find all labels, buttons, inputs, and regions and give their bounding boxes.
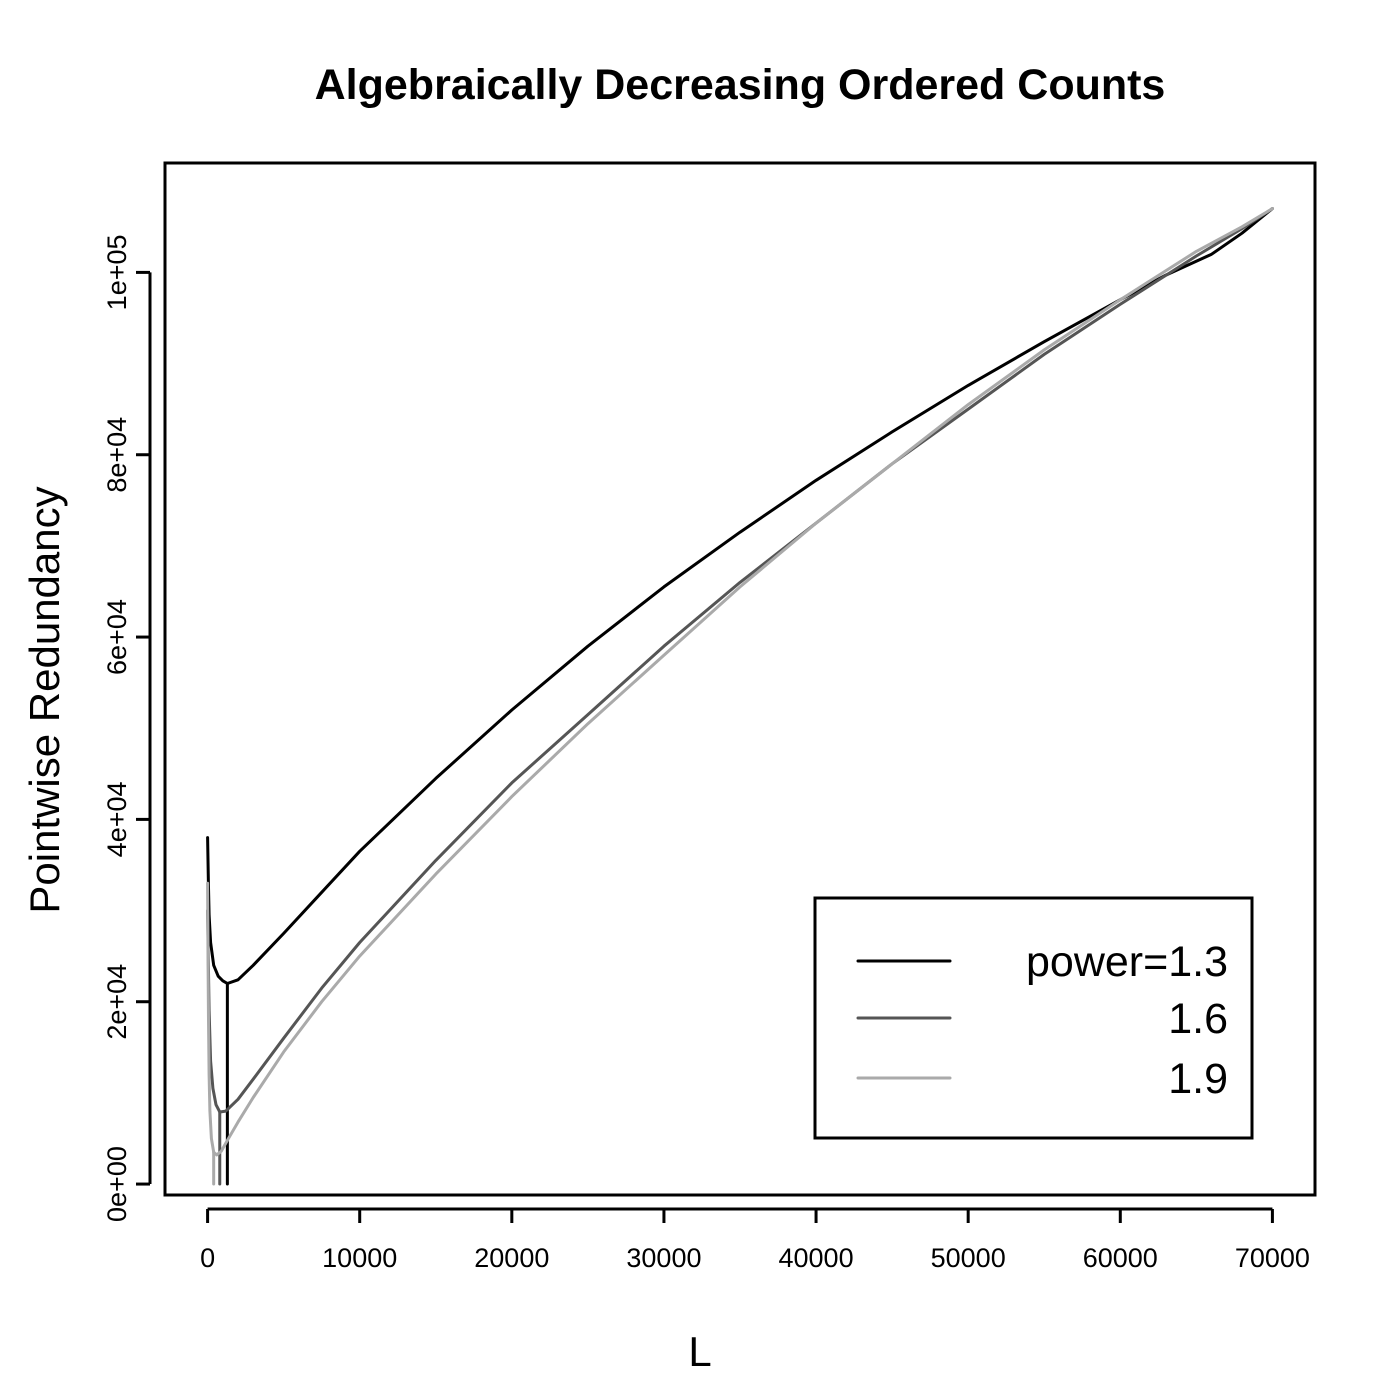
x-tick-label: 60000 — [1083, 1243, 1158, 1273]
legend-label-1: power=1.3 — [1026, 938, 1228, 986]
series-group — [206, 207, 1274, 1186]
x-tick-label: 50000 — [931, 1243, 1006, 1273]
x-tick-label: 20000 — [474, 1243, 549, 1273]
y-axis-label: Pointwise Redundancy — [21, 486, 68, 913]
legend-label-3: 1.9 — [1168, 1055, 1228, 1103]
y-tick-label: 8e+04 — [102, 417, 132, 493]
plot-frame — [163, 161, 1317, 1197]
x-axis-label: L — [688, 1328, 711, 1375]
chart-title: Algebraically Decreasing Ordered Counts — [315, 61, 1166, 109]
x-axis: 0 10000 20000 30000 40000 50000 60000 70000 — [200, 1207, 1310, 1273]
y-tick-label: 6e+04 — [102, 599, 132, 675]
y-tick-label: 1e+05 — [102, 234, 132, 310]
x-tick-label: 40000 — [779, 1243, 854, 1273]
x-tick-label: 10000 — [322, 1243, 397, 1273]
y-tick-label: 2e+04 — [102, 964, 132, 1040]
y-tick-label: 4e+04 — [102, 781, 132, 857]
series-line-2 — [206, 207, 1274, 1114]
y-axis: 0e+00 2e+04 4e+04 6e+04 8e+04 1e+05 — [102, 234, 152, 1222]
legend: power=1.3 1.6 1.9 — [813, 896, 1254, 1140]
legend-label-2: 1.6 — [1168, 995, 1228, 1043]
x-tick-label: 0 — [200, 1243, 215, 1273]
x-tick-label: 30000 — [626, 1243, 701, 1273]
x-tick-label: 70000 — [1235, 1243, 1310, 1273]
legend-box — [813, 896, 1254, 1140]
y-tick-label: 0e+00 — [102, 1146, 132, 1222]
series-line-1 — [206, 207, 1274, 985]
series-line-3 — [206, 207, 1274, 1157]
